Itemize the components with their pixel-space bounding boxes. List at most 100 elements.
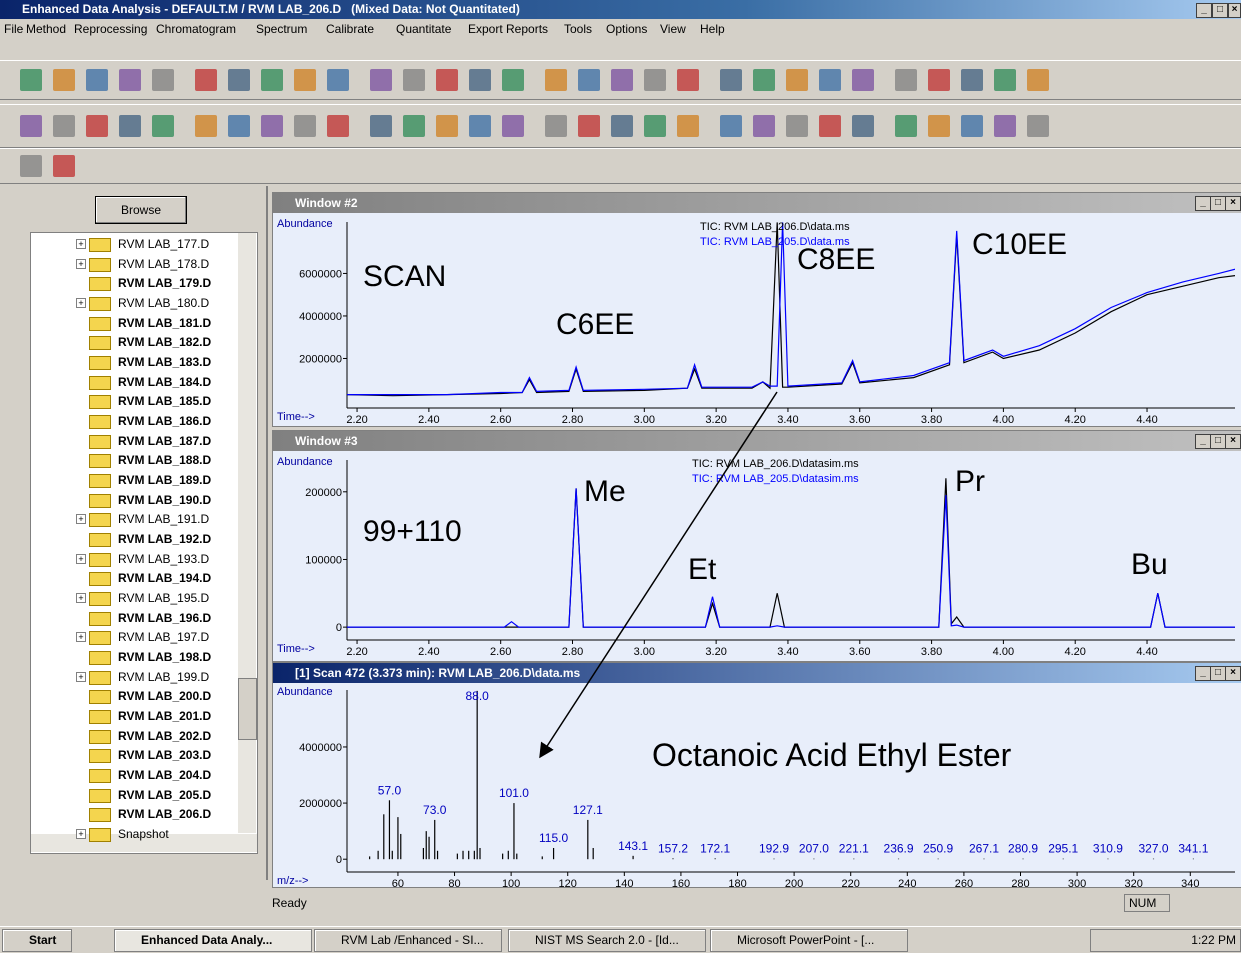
- toolbar-icon[interactable]: [53, 69, 75, 91]
- toolbar-icon[interactable]: [403, 115, 425, 137]
- toolbar-icon[interactable]: [786, 115, 808, 137]
- toolbar-icon[interactable]: [753, 69, 775, 91]
- expand-icon[interactable]: +: [76, 298, 86, 308]
- toolbar-icon[interactable]: [895, 115, 917, 137]
- toolbar-icon[interactable]: [86, 69, 108, 91]
- toolbar-icon[interactable]: [20, 69, 42, 91]
- toolbar-icon[interactable]: [720, 115, 742, 137]
- expand-icon[interactable]: +: [76, 514, 86, 525]
- close-button[interactable]: ×: [1228, 3, 1241, 18]
- toolbar-icon[interactable]: [578, 115, 600, 137]
- toolbar-icon[interactable]: [578, 69, 600, 91]
- menu-item[interactable]: Options: [606, 22, 648, 36]
- toolbar-icon[interactable]: [677, 115, 699, 137]
- task-button[interactable]: NIST MS Search 2.0 - [Id...: [508, 929, 706, 952]
- menu-item[interactable]: Reprocessing: [74, 22, 148, 36]
- toolbar-icon[interactable]: [961, 69, 983, 91]
- toolbar-icon[interactable]: [195, 69, 217, 91]
- toolbar-icon[interactable]: [502, 115, 524, 137]
- toolbar-icon[interactable]: [86, 115, 108, 137]
- expand-icon[interactable]: +: [76, 553, 86, 564]
- toolbar-icon[interactable]: [469, 69, 491, 91]
- toolbar-icon[interactable]: [895, 69, 917, 91]
- expand-icon[interactable]: +: [76, 258, 86, 269]
- toolbar-icon[interactable]: [53, 155, 75, 177]
- toolbar-icon[interactable]: [327, 115, 349, 137]
- toolbar-icon[interactable]: [611, 69, 633, 91]
- task-button[interactable]: Microsoft PowerPoint - [...: [710, 929, 908, 952]
- toolbar-icon[interactable]: [436, 69, 458, 91]
- maximize-button[interactable]: □: [1212, 3, 1228, 18]
- toolbar-icon[interactable]: [852, 115, 874, 137]
- toolbar-icon[interactable]: [720, 69, 742, 91]
- toolbar-icon[interactable]: [502, 69, 524, 91]
- toolbar-icon[interactable]: [261, 115, 283, 137]
- toolbar-icon[interactable]: [370, 115, 392, 137]
- scrollbar[interactable]: [31, 834, 257, 852]
- toolbar-icon[interactable]: [228, 115, 250, 137]
- menu-item[interactable]: Tools: [564, 22, 593, 36]
- toolbar-icon[interactable]: [436, 115, 458, 137]
- toolbar-icon[interactable]: [928, 69, 950, 91]
- menu-item[interactable]: Quantitate: [396, 22, 452, 36]
- task-button[interactable]: RVM Lab /Enhanced - SI...: [314, 929, 502, 952]
- toolbar-icon[interactable]: [1027, 115, 1049, 137]
- toolbar-icon[interactable]: [819, 115, 841, 137]
- folder-icon: [89, 257, 111, 272]
- toolbar-icon[interactable]: [119, 69, 141, 91]
- menu-item[interactable]: Export Reports: [468, 22, 549, 36]
- toolbar-icon[interactable]: [545, 115, 567, 137]
- toolbar-icon[interactable]: [469, 115, 491, 137]
- toolbar-icon[interactable]: [403, 69, 425, 91]
- scrollbar[interactable]: [238, 233, 256, 833]
- toolbar-icon[interactable]: [20, 115, 42, 137]
- toolbar-icon[interactable]: [195, 115, 217, 137]
- toolbar-icon[interactable]: [53, 115, 75, 137]
- toolbar-icon[interactable]: [545, 69, 567, 91]
- folder-icon: [89, 316, 111, 331]
- toolbar-icon[interactable]: [261, 69, 283, 91]
- toolbar-icon[interactable]: [786, 69, 808, 91]
- toolbar-icon[interactable]: [152, 69, 174, 91]
- toolbar-icon[interactable]: [644, 69, 666, 91]
- toolbar-icon[interactable]: [20, 155, 42, 177]
- expand-icon[interactable]: +: [76, 632, 86, 643]
- toolbar-icon[interactable]: [677, 69, 699, 91]
- toolbar-icon[interactable]: [294, 115, 316, 137]
- file-name: RVM LAB_192.D: [118, 532, 212, 547]
- window-title-bar: [1] Scan 472 (3.373 min): RVM LAB_206.D\…: [273, 663, 1241, 683]
- toolbar-icon[interactable]: [119, 115, 141, 137]
- menu-item[interactable]: Calibrate: [326, 22, 375, 36]
- menu-item[interactable]: Method: [26, 22, 67, 36]
- toolbar-icon[interactable]: [228, 69, 250, 91]
- menu-item[interactable]: Spectrum: [256, 22, 308, 36]
- toolbar-icon[interactable]: [611, 115, 633, 137]
- start-button[interactable]: Start: [2, 929, 72, 952]
- toolbar-icon[interactable]: [819, 69, 841, 91]
- toolbar-icon[interactable]: [327, 69, 349, 91]
- toolbar-icon[interactable]: [994, 69, 1016, 91]
- toolbar-icon[interactable]: [961, 115, 983, 137]
- scroll-thumb[interactable]: [238, 678, 257, 740]
- expand-icon[interactable]: +: [76, 239, 86, 249]
- toolbar-icon[interactable]: [928, 115, 950, 137]
- browse-button[interactable]: Browse: [95, 196, 187, 224]
- toolbar-icon[interactable]: [994, 115, 1016, 137]
- toolbar-icon[interactable]: [753, 115, 775, 137]
- expand-icon[interactable]: +: [76, 593, 86, 604]
- toolbar-icon[interactable]: [852, 69, 874, 91]
- minimize-button[interactable]: _: [1196, 3, 1212, 18]
- menu-item[interactable]: Chromatogram: [156, 22, 237, 36]
- task-button[interactable]: Enhanced Data Analy...: [114, 929, 312, 952]
- toolbar-icon[interactable]: [1027, 69, 1049, 91]
- toolbar-icon[interactable]: [152, 115, 174, 137]
- menu-item[interactable]: File: [4, 22, 24, 36]
- expand-icon[interactable]: +: [76, 671, 86, 682]
- toolbar-icon[interactable]: [370, 69, 392, 91]
- menu-item[interactable]: Help: [700, 22, 725, 36]
- menu-item[interactable]: View: [660, 22, 686, 36]
- file-name: RVM LAB_191.D: [118, 512, 210, 527]
- expand-icon[interactable]: +: [76, 829, 86, 840]
- toolbar-icon[interactable]: [294, 69, 316, 91]
- toolbar-icon[interactable]: [644, 115, 666, 137]
